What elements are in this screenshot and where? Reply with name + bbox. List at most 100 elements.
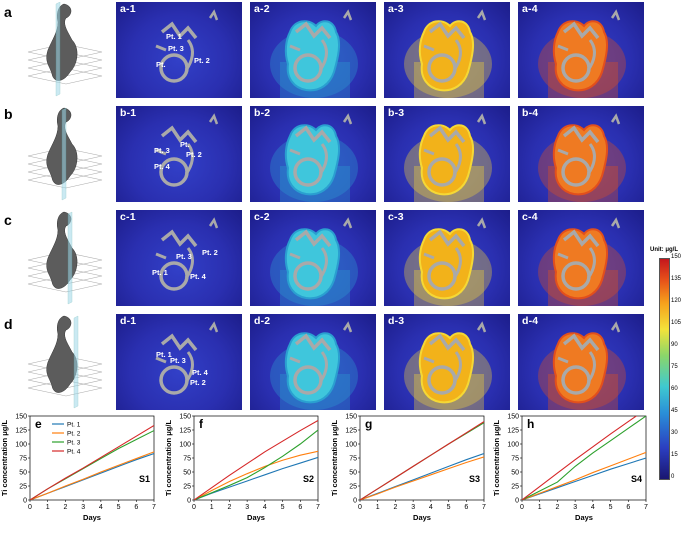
plot-frame	[29, 415, 155, 501]
y-tick-label: 100	[179, 442, 191, 449]
y-axis-label: Ti concentration μg/L	[330, 420, 339, 497]
y-tick-label: 75	[19, 456, 27, 463]
condition-label: S4	[631, 474, 642, 484]
concentration-map	[155, 9, 219, 83]
series-line-pt1	[522, 457, 646, 500]
row-label-a: a	[4, 4, 12, 20]
x-tick-label: 5	[447, 504, 451, 511]
x-tick-label: 3	[245, 504, 249, 511]
simulation-panel-a-2: a-2	[250, 2, 376, 98]
x-tick-label: 7	[644, 504, 648, 511]
x-tick-label: 2	[555, 504, 559, 511]
x-tick-label: 2	[393, 504, 397, 511]
y-tick-label: 150	[179, 414, 191, 421]
y-tick-label: 25	[349, 484, 357, 491]
panel-label: d-4	[522, 315, 539, 327]
series-line-pt3	[194, 429, 318, 500]
condition-label: S2	[303, 474, 314, 484]
x-tick-label: 1	[376, 504, 380, 511]
y-tick-label: 0	[23, 498, 27, 505]
point-label: Pt. 4	[190, 272, 206, 281]
series-line-pt4	[30, 425, 154, 500]
x-tick-label: 0	[520, 504, 524, 511]
x-axis-label: Days	[413, 513, 431, 522]
series-line-pt4	[194, 420, 318, 500]
simulation-panel-c-4: c-4	[518, 210, 644, 306]
y-tick-label: 75	[511, 456, 519, 463]
colorbar-title: Unit: μg/L	[650, 247, 678, 253]
panel-label: d-1	[120, 315, 137, 327]
concentration-map	[404, 321, 492, 410]
panel-label: c-1	[120, 211, 136, 223]
panel-label: b-2	[254, 107, 271, 119]
series-line-pt2	[522, 451, 646, 500]
model-section-b	[14, 106, 104, 206]
x-tick-label: 6	[626, 504, 630, 511]
colorbar-tick: 15	[671, 452, 678, 458]
x-tick-label: 2	[63, 504, 67, 511]
point-label: Pt.	[180, 140, 190, 149]
x-axis-label: Days	[83, 513, 101, 522]
condition-label: S1	[139, 474, 150, 484]
point-label: Pt. 2	[202, 248, 218, 257]
chart-f: 0 25 50 75 100 125 150 0 1 2 3 4 5 6 7 Days Ti concentra…	[164, 412, 324, 533]
x-tick-label: 4	[591, 504, 595, 511]
panel-label: c-2	[254, 211, 270, 223]
point-label: Pt. 4	[192, 368, 208, 377]
colorbar-tick: 75	[671, 364, 678, 370]
panel-label: a-2	[254, 3, 270, 15]
point-label: Pt. 1	[152, 268, 168, 277]
colorbar-tick: 45	[671, 408, 678, 414]
panel-letter: g	[365, 417, 372, 431]
y-tick-label: 0	[353, 498, 357, 505]
series-line-pt1	[194, 456, 318, 500]
concentration-map	[270, 113, 358, 202]
concentration-map	[270, 217, 358, 306]
panel-label: d-2	[254, 315, 271, 327]
series-line-pt2	[194, 450, 318, 500]
simulation-panel-d-4: d-4	[518, 314, 644, 410]
concentration-map	[404, 9, 492, 98]
point-label: Pt. 4	[154, 162, 170, 171]
x-tick-label: 5	[117, 504, 121, 511]
series-line-pt4	[522, 416, 638, 500]
legend-label: Pt. 2	[67, 430, 81, 437]
x-tick-label: 5	[281, 504, 285, 511]
plot-frame	[359, 415, 485, 501]
colorbar-tick: 60	[671, 386, 678, 392]
colorbar-tick: 30	[671, 430, 678, 436]
point-label: Pt. 1	[156, 350, 172, 359]
panel-label: a-1	[120, 3, 136, 15]
panel-label: b-3	[388, 107, 405, 119]
simulation-panel-d-1: d-1 Pt. 1 Pt. 3 Pt. 4 Pt. 2	[116, 314, 242, 410]
concentration-map	[538, 9, 626, 98]
x-tick-label: 7	[152, 504, 156, 511]
y-tick-label: 100	[15, 442, 27, 449]
panel-letter: h	[527, 417, 534, 431]
y-axis-label: Ti concentration μg/L	[0, 420, 9, 497]
y-tick-label: 75	[183, 456, 191, 463]
x-tick-label: 0	[192, 504, 196, 511]
panel-letter: e	[35, 417, 42, 431]
colorbar	[659, 258, 670, 480]
y-tick-label: 50	[349, 470, 357, 477]
y-tick-label: 25	[511, 484, 519, 491]
simulation-panel-b-1: b-1 Pt. 3 Pt. 2 Pt. 4 Pt.	[116, 106, 242, 202]
point-label: Pt. 3	[154, 146, 170, 155]
colorbar-tick: 90	[671, 342, 678, 348]
x-tick-label: 1	[538, 504, 542, 511]
x-tick-label: 6	[134, 504, 138, 511]
simulation-panel-a-4: a-4	[518, 2, 644, 98]
colorbar-tick: 135	[671, 276, 682, 282]
y-axis-label: Ti concentration μg/L	[492, 420, 501, 497]
simulation-panel-b-2: b-2	[250, 106, 376, 202]
y-tick-label: 25	[19, 484, 27, 491]
concentration-map	[404, 217, 492, 306]
x-tick-label: 4	[99, 504, 103, 511]
panel-label: b-1	[120, 107, 137, 119]
model-section-a	[14, 1, 104, 102]
simulation-panel-c-3: c-3	[384, 210, 510, 306]
simulation-panel-c-2: c-2	[250, 210, 376, 306]
x-tick-label: 6	[298, 504, 302, 511]
y-tick-label: 50	[183, 470, 191, 477]
